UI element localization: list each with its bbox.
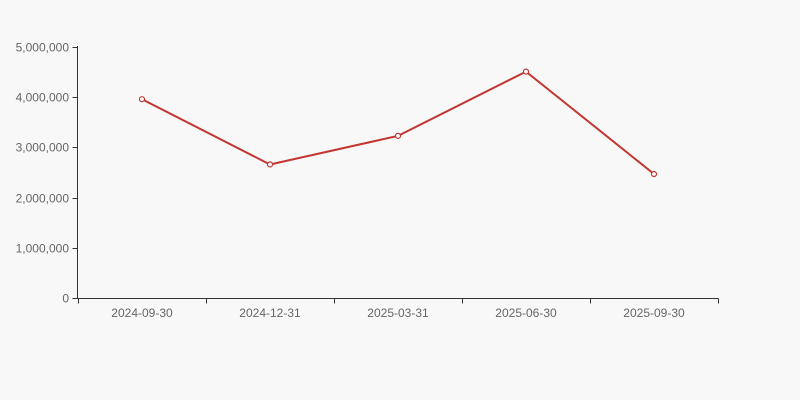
- series-line: [141, 70, 655, 176]
- data-point-marker[interactable]: [138, 96, 146, 103]
- y-axis-tick-label: 5,000,000: [16, 41, 70, 55]
- y-axis-tick-label: 3,000,000: [16, 141, 70, 155]
- y-axis-tick-label: 4,000,000: [16, 91, 70, 105]
- y-axis-tick-label: 1,000,000: [16, 242, 70, 256]
- y-axis-tick-label: 0: [62, 292, 69, 306]
- x-axis-tick-label: 2024-09-30: [111, 306, 173, 320]
- data-point-marker[interactable]: [650, 170, 658, 178]
- data-point-marker[interactable]: [522, 68, 530, 75]
- x-axis-tick-label: 2025-03-31: [367, 306, 429, 320]
- x-axis-tick-label: 2025-09-30: [623, 306, 685, 320]
- data-point-marker[interactable]: [266, 161, 274, 168]
- data-point-marker[interactable]: [394, 132, 402, 139]
- x-axis-tick-label: 2025-06-30: [495, 306, 557, 320]
- x-axis-tick-label: 2024-12-31: [239, 306, 301, 320]
- y-axis-tick-label: 2,000,000: [16, 192, 70, 206]
